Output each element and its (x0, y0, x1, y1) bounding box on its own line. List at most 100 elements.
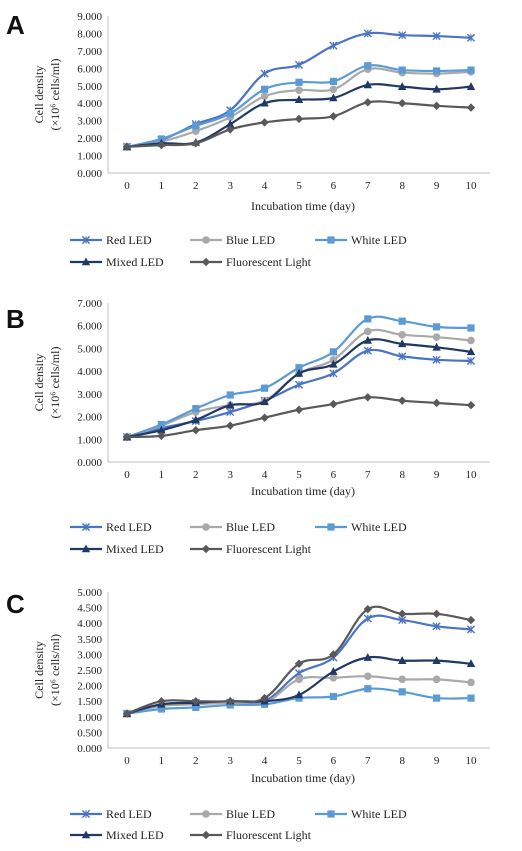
data-point-fluorescent (226, 697, 235, 706)
data-point-mixed-led (363, 653, 372, 661)
x-tick-label: 2 (193, 180, 199, 192)
legend-marker (81, 830, 91, 839)
y-tick-label: 8.000 (77, 28, 102, 40)
data-point-fluorescent (398, 396, 407, 405)
x-tick-label: 3 (227, 755, 233, 767)
data-point-white-led (433, 67, 441, 75)
y-tick-label: 3.500 (77, 634, 102, 646)
legend-item-red-led: Red LED (70, 807, 152, 821)
x-tick-label: 10 (466, 755, 478, 767)
x-tick-label: 4 (262, 755, 268, 767)
y-axis-title: Cell density (32, 641, 46, 699)
y-tick-label: 7.000 (77, 46, 102, 58)
series-line-red-led (126, 348, 472, 439)
data-point-mixed-led (191, 415, 200, 424)
legend-item-red-led: Red LED (70, 520, 152, 534)
data-point-red-led (363, 614, 372, 623)
legend-marker (81, 257, 91, 266)
legend-label: Mixed LED (106, 255, 164, 269)
legend-label: Blue LED (226, 520, 275, 534)
data-point-blue-led (364, 327, 372, 336)
x-tick-label: 4 (262, 469, 268, 481)
data-point-mixed-led (329, 667, 338, 675)
data-point-mixed-led (398, 656, 407, 664)
legend-item-fluorescent: Fluorescent Light (190, 542, 312, 556)
data-point-fluorescent (260, 413, 269, 422)
data-point-red-led (294, 669, 304, 678)
data-point-red-led (329, 369, 338, 378)
data-point-white-led (295, 364, 303, 372)
legend-marker (81, 809, 91, 819)
legend-item-blue-led: Blue LED (190, 807, 275, 821)
data-point-fluorescent (398, 99, 407, 108)
data-point-red-led (432, 622, 441, 631)
data-point-fluorescent (329, 112, 338, 121)
x-tick-label: 4 (262, 180, 268, 192)
y-tick-label: 1.000 (77, 151, 102, 163)
data-point-fluorescent (191, 697, 200, 706)
legend-marker (201, 257, 211, 267)
legend-marker (202, 236, 210, 244)
data-point-red-led (294, 380, 304, 389)
data-point-mixed-led (398, 82, 407, 90)
y-tick-label: 4.000 (77, 618, 102, 630)
legend-item-mixed-led: Mixed LED (70, 828, 164, 842)
legend: Red LED Blue LED White LED Mixed LED Fluores… (70, 520, 407, 556)
data-point-fluorescent (157, 697, 166, 706)
data-point-red-led (432, 355, 441, 364)
legend-item-blue-led: Blue LED (190, 233, 275, 247)
data-point-fluorescent (363, 98, 372, 107)
data-point-mixed-led (432, 84, 441, 93)
data-point-mixed-led (466, 659, 476, 668)
data-point-red-led (329, 41, 338, 50)
legend-marker (202, 810, 210, 818)
data-point-mixed-led (260, 98, 269, 107)
data-point-blue-led (295, 675, 303, 684)
data-point-blue-led (432, 675, 441, 684)
legend-marker (81, 522, 91, 532)
y-tick-label: 6.000 (77, 321, 102, 333)
data-point-mixed-led (432, 342, 441, 351)
panel-letter: A (6, 10, 25, 40)
data-point-white-led (261, 85, 269, 93)
y-tick-label: 9.000 (77, 11, 102, 23)
y-tick-label: 1.000 (77, 712, 102, 724)
y-tick-label: 1.500 (77, 696, 102, 708)
data-point-white-led (329, 77, 337, 86)
data-point-mixed-led (226, 400, 235, 409)
data-point-white-led (261, 384, 269, 392)
x-tick-label: 0 (124, 755, 130, 767)
y-tick-label: 5.000 (77, 81, 102, 93)
data-point-white-led (398, 317, 406, 325)
legend-label: Fluorescent Light (226, 255, 312, 269)
x-axis-title: Incubation time (day) (251, 199, 355, 213)
data-point-red-led (466, 33, 476, 42)
data-point-white-led (192, 405, 200, 413)
x-tick-label: 3 (227, 180, 233, 192)
x-tick-label: 0 (124, 180, 130, 192)
x-tick-label: 5 (296, 755, 302, 767)
data-point-mixed-led (363, 80, 372, 89)
legend-marker (327, 236, 335, 244)
x-tick-label: 6 (331, 755, 337, 767)
data-point-mixed-led (466, 347, 476, 356)
legend-label: Mixed LED (106, 542, 164, 556)
data-point-white-led (329, 692, 337, 701)
data-point-red-led (466, 625, 476, 634)
legend-label: White LED (351, 233, 407, 247)
y-tick-label: 7.000 (77, 298, 102, 310)
y-tick-label: 4.500 (77, 603, 102, 615)
data-point-white-led (295, 78, 303, 86)
panel-letter: B (6, 304, 25, 334)
x-tick-label: 10 (466, 469, 478, 481)
data-point-fluorescent (191, 139, 200, 148)
legend-marker (81, 544, 91, 553)
legend-item-white-led: White LED (315, 233, 407, 247)
legend-item-fluorescent: Fluorescent Light (190, 828, 312, 842)
x-tick-label: 0 (124, 469, 130, 481)
data-point-blue-led (467, 678, 475, 687)
data-point-white-led (467, 694, 475, 702)
legend-item-blue-led: Blue LED (190, 520, 275, 534)
data-point-mixed-led (398, 339, 407, 348)
data-point-red-led (398, 31, 407, 40)
